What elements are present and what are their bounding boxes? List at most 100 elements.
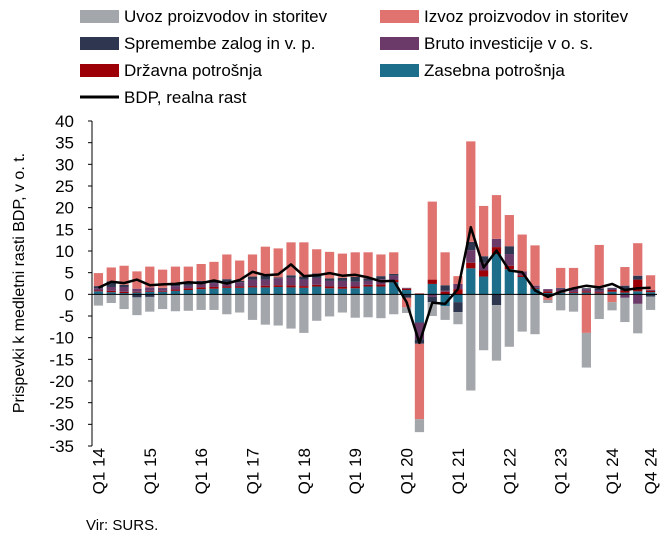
bar-segment: [312, 277, 322, 285]
y-tick-label: -10: [49, 329, 74, 348]
bar-segment: [556, 292, 566, 295]
bar-segment: [299, 242, 309, 277]
bar-segment: [183, 294, 193, 311]
bar-segment: [620, 267, 630, 286]
bar-segment: [389, 273, 399, 276]
bar-segment: [106, 267, 116, 282]
bar-segment: [158, 291, 168, 295]
bar-segment: [324, 288, 335, 295]
bar-segment: [517, 234, 527, 272]
bar-segment: [222, 294, 232, 315]
bar-segment: [581, 289, 591, 292]
bar-segment: [479, 276, 489, 295]
bar-segment: [183, 285, 193, 289]
bar-segment: [440, 290, 450, 292]
x-tick-label: Q1 20: [398, 448, 417, 494]
bar-segment: [594, 244, 604, 289]
bar-segment: [376, 254, 386, 277]
bar-segment: [299, 276, 309, 280]
legend-swatch: [380, 10, 419, 23]
bar-segment: [517, 295, 527, 332]
x-tick-label: Q1 22: [500, 448, 519, 494]
bar-segment: [286, 285, 296, 288]
y-tick-label: 20: [55, 199, 74, 218]
bar-segment: [389, 294, 399, 315]
legend-label: Zasebna potrošnja: [424, 61, 565, 80]
bar-segment: [427, 279, 437, 284]
bar-segment: [620, 290, 630, 293]
bar-segment: [235, 282, 245, 287]
y-axis: -35 -30 -25 -20 -15 -10 -5 0 5 10 15 20 25 30 35 40: [49, 112, 93, 456]
bar-segment: [209, 288, 219, 295]
bar-segment: [209, 261, 219, 282]
bar-segment: [556, 294, 566, 311]
x-tick-label: Q1 14: [89, 448, 108, 494]
bar-segment: [543, 289, 553, 292]
bar-segment: [645, 294, 656, 297]
bar-segment: [633, 291, 643, 295]
bar-segment: [273, 277, 283, 279]
bar-segment: [414, 419, 425, 433]
bar-segment: [235, 280, 245, 283]
bar-segment: [414, 294, 425, 323]
bar-segment: [119, 293, 129, 295]
bar-segment: [170, 290, 181, 295]
bar-segment: [568, 292, 579, 294]
legend-swatch: [380, 64, 419, 77]
bar-segment: [568, 293, 579, 295]
bar-segment: [491, 254, 502, 295]
bar-segment: [645, 275, 656, 290]
bar-segment: [376, 276, 386, 280]
bar-segment: [491, 305, 502, 361]
bar-segment: [299, 287, 309, 295]
bar-segment: [427, 294, 437, 297]
bar-segment: [93, 273, 104, 287]
bar-segment: [235, 260, 245, 281]
bar-segment: [132, 288, 142, 292]
bar-segment: [401, 288, 412, 290]
bar-segment: [312, 286, 322, 295]
bar-segment: [247, 294, 258, 320]
bar-segment: [556, 267, 566, 288]
bar-segment: [620, 292, 630, 295]
y-tick-label: -25: [49, 394, 74, 413]
bar-segment: [607, 294, 617, 303]
x-tick-label: Q1 23: [552, 448, 571, 494]
bar-segment: [235, 286, 245, 288]
legend-label: Izvoz proizvodov in storitev: [424, 7, 629, 26]
bar-segment: [363, 284, 373, 287]
bar-segment: [620, 285, 630, 291]
y-tick-label: 35: [55, 134, 74, 153]
x-tick-label: Q4 24: [642, 448, 661, 494]
bar-segment: [337, 277, 348, 281]
bar-segment: [247, 286, 258, 288]
bar-segment: [299, 279, 309, 287]
bar-segment: [543, 293, 553, 295]
bar-segment: [247, 276, 258, 280]
bar-segment: [376, 286, 386, 295]
bar-segment: [479, 294, 489, 351]
bar-segment: [607, 291, 617, 295]
legend-label: Državna potrošnja: [124, 61, 263, 80]
bar-segment: [466, 241, 476, 251]
bar-segment: [363, 294, 373, 318]
bar-segment: [260, 275, 270, 280]
bar-segment: [363, 280, 373, 285]
y-tick-label: 0: [65, 285, 74, 304]
bar-segment: [401, 294, 412, 298]
bar-segment: [222, 287, 232, 295]
legend-swatch: [80, 10, 119, 23]
bar-segment: [633, 294, 643, 304]
bar-segment: [260, 246, 270, 276]
bar-segment: [466, 294, 476, 391]
bar-segment: [504, 265, 514, 270]
bar-segment: [620, 297, 630, 323]
bar-segment: [466, 262, 476, 269]
bar-segment: [466, 141, 476, 242]
bar-segment: [543, 299, 553, 303]
bar-segment: [337, 253, 348, 278]
bar-segment: [106, 292, 116, 295]
bar-segment: [530, 245, 540, 286]
bar-segment: [132, 294, 142, 298]
bar-segment: [132, 291, 142, 293]
